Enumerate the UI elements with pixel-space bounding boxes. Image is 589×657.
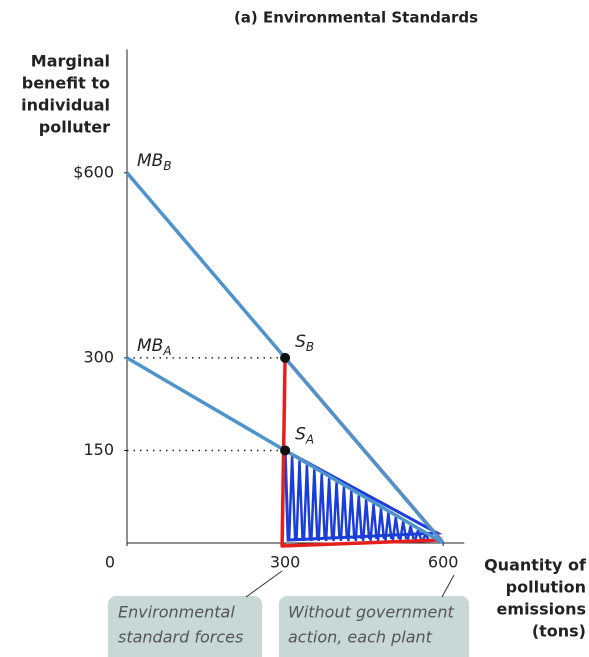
annotation-text: Without government: [288, 603, 455, 622]
series-label-sub: A: [162, 343, 171, 357]
x-axis-label: emissions: [497, 600, 586, 619]
hatch-stroke: [339, 485, 349, 542]
x-tick-label: 600: [428, 553, 459, 572]
leader-line: [441, 574, 455, 598]
point-label-main: S: [295, 424, 306, 444]
hatch-stroke: [398, 520, 408, 542]
leader-line: [245, 570, 283, 598]
x-axis-label: Quantity of: [484, 556, 587, 575]
x-tick-label: 300: [270, 553, 301, 572]
hatch-stroke: [332, 481, 341, 542]
hatch-stroke: [354, 494, 363, 542]
series-label-main: MB: [137, 151, 163, 171]
annotation-text: standard forces: [118, 628, 243, 647]
hatch-stroke: [384, 511, 393, 542]
series-label: MBB: [137, 151, 172, 173]
chart-title: (a) Environmental Standards: [234, 9, 478, 27]
y-tick-label: 150: [83, 440, 114, 459]
hatch-stroke: [376, 507, 386, 542]
x-axis-label: (tons): [532, 622, 586, 641]
hatch-outline: [283, 447, 443, 542]
annotation-text: Environmental: [118, 603, 235, 622]
hatch-stroke: [361, 498, 371, 542]
x-axis-label: pollution: [506, 578, 586, 597]
y-tick-label: $600: [73, 162, 114, 181]
hatch-stroke: [347, 490, 356, 542]
y-axis-label: polluter: [39, 118, 110, 137]
hatch-stroke: [310, 468, 319, 542]
point: [280, 352, 291, 363]
hatch-stroke: [302, 464, 312, 542]
hatch-stroke: [324, 477, 334, 542]
y-axis-label: individual: [21, 96, 110, 115]
point-label-sub: B: [306, 339, 314, 353]
point-label-main: S: [295, 332, 306, 352]
annotation-box: [279, 596, 469, 657]
series-label: MBA: [137, 336, 172, 358]
point: [280, 445, 291, 456]
hatch-stroke: [369, 503, 378, 542]
hatch-region: [287, 455, 430, 542]
point-label-sub: A: [305, 432, 314, 446]
hatch-stroke: [391, 516, 401, 542]
point-label: SA: [295, 424, 314, 446]
y-tick-label: 300: [83, 347, 114, 366]
annotation-text: action, each plant: [288, 628, 433, 647]
y-axis-label: benefit to: [22, 74, 110, 93]
y-axis-label: Marginal: [31, 52, 110, 71]
hatch-stroke: [317, 472, 326, 542]
series-label-sub: B: [163, 158, 171, 172]
hatch-stroke: [413, 529, 423, 542]
x-tick-label: 0: [105, 553, 115, 572]
hatch-stroke: [295, 459, 304, 542]
point-label: SB: [295, 332, 314, 354]
series-label-main: MB: [137, 336, 163, 356]
hatch-stroke: [287, 455, 297, 542]
annotation-box: [108, 596, 262, 657]
